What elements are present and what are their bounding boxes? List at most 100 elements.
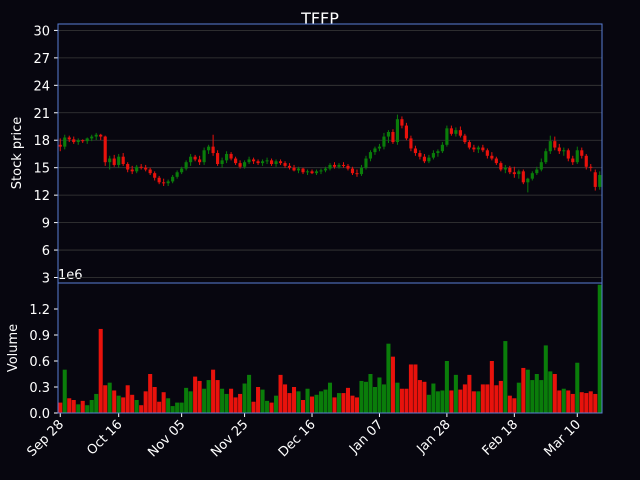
candle-body — [319, 170, 323, 172]
candle-body — [162, 182, 166, 184]
volume-bar — [309, 396, 315, 413]
candle-body — [337, 164, 341, 167]
candle-body — [539, 162, 543, 170]
volume-tick-label: 0.6 — [29, 355, 50, 370]
volume-bar — [139, 405, 144, 413]
candle-body — [458, 130, 462, 136]
candle-body — [341, 164, 346, 166]
candle-body — [562, 150, 566, 152]
volume-bar — [161, 392, 166, 413]
volume-bar — [579, 392, 584, 413]
candle-body — [126, 164, 130, 170]
volume-bar — [76, 404, 81, 413]
volume-bar — [588, 391, 593, 413]
x-tick-label: Sep 28 — [25, 417, 68, 460]
candle-body — [382, 136, 386, 147]
candle-body — [296, 168, 301, 171]
candle-body — [359, 167, 364, 175]
volume-axis-label: Volume — [6, 324, 21, 372]
candle-body — [112, 158, 116, 165]
candle-body — [391, 131, 395, 143]
candle-body — [332, 164, 337, 167]
candle-body — [202, 150, 206, 163]
volume-bar — [116, 395, 121, 413]
candle-body — [427, 157, 431, 162]
candle-body — [481, 147, 485, 151]
volume-bar — [566, 390, 571, 413]
candle-body — [184, 162, 188, 169]
candle-body — [499, 163, 503, 170]
volume-bar — [71, 400, 76, 413]
candle-body — [76, 140, 80, 143]
price-tick-label: 27 — [33, 52, 50, 67]
volume-bar — [359, 380, 364, 413]
x-ticks: Sep 28 Oct 16 Nov 05 Nov 25 Dec 16 Jan 07 Jan … — [25, 413, 584, 460]
price-panel-frame — [57, 23, 603, 284]
volume-bar — [377, 377, 382, 413]
volume-bar — [242, 383, 247, 413]
candle-body — [490, 155, 494, 159]
candle-body — [207, 146, 211, 151]
candle-body — [85, 138, 89, 142]
volume-bar — [202, 388, 207, 413]
x-tick-label: Dec 16 — [276, 417, 319, 460]
candle-body — [153, 173, 157, 178]
volume-bar — [251, 401, 256, 413]
volume-tick-label: 0.3 — [29, 381, 50, 396]
volume-bar — [552, 374, 557, 413]
volume-bar — [350, 395, 355, 413]
volume-bar — [584, 393, 589, 413]
candle-body — [314, 171, 319, 174]
volume-bar — [318, 391, 324, 413]
volume-y-ticks: 0.0 0.3 0.6 0.9 1.2 — [29, 303, 58, 422]
volume-bar — [107, 382, 112, 413]
candle-body — [553, 141, 557, 148]
candle-body — [121, 156, 125, 165]
candle-body — [283, 163, 287, 166]
candle-body — [355, 173, 359, 175]
volume-bar — [134, 400, 139, 413]
volume-bar — [341, 393, 346, 413]
volume-bar — [390, 356, 395, 413]
volume-tick-label: 1.2 — [29, 303, 50, 318]
volume-bar — [157, 401, 162, 413]
candle-body — [472, 147, 476, 150]
candle-body — [63, 137, 67, 147]
candle-body — [90, 136, 94, 139]
candle-body — [431, 153, 435, 158]
x-tick-label: Nov 25 — [208, 417, 251, 460]
candle-body — [364, 158, 368, 168]
candle-body — [130, 169, 134, 172]
volume-bar — [269, 402, 274, 413]
candle-body — [503, 167, 507, 170]
volume-bar — [543, 345, 548, 413]
candle-body — [476, 147, 480, 150]
volume-bar — [467, 374, 472, 413]
volume-bar — [229, 388, 234, 413]
volume-bar — [530, 380, 535, 413]
volume-bar — [170, 406, 175, 413]
candle-body — [557, 147, 561, 152]
candle-body — [422, 156, 426, 162]
volume-bar — [381, 384, 386, 413]
candle-body — [148, 169, 152, 174]
volume-bar — [426, 394, 431, 413]
volume-bar — [485, 384, 490, 413]
volume-bar — [557, 390, 562, 413]
candle-body — [166, 181, 170, 184]
candle-body — [234, 158, 238, 164]
volume-bar — [417, 380, 422, 413]
price-tick-label: 30 — [33, 24, 50, 39]
volume-bar — [166, 398, 171, 413]
volume-bar — [327, 382, 333, 413]
volume-bar — [58, 402, 63, 413]
candle-body — [269, 160, 274, 165]
volume-bar — [368, 374, 373, 413]
volume-bar — [62, 369, 67, 413]
candle-body — [512, 172, 516, 175]
volume-bar — [193, 376, 198, 413]
candle-body — [571, 158, 575, 163]
volume-bar — [521, 367, 526, 413]
candle-body — [310, 171, 314, 174]
